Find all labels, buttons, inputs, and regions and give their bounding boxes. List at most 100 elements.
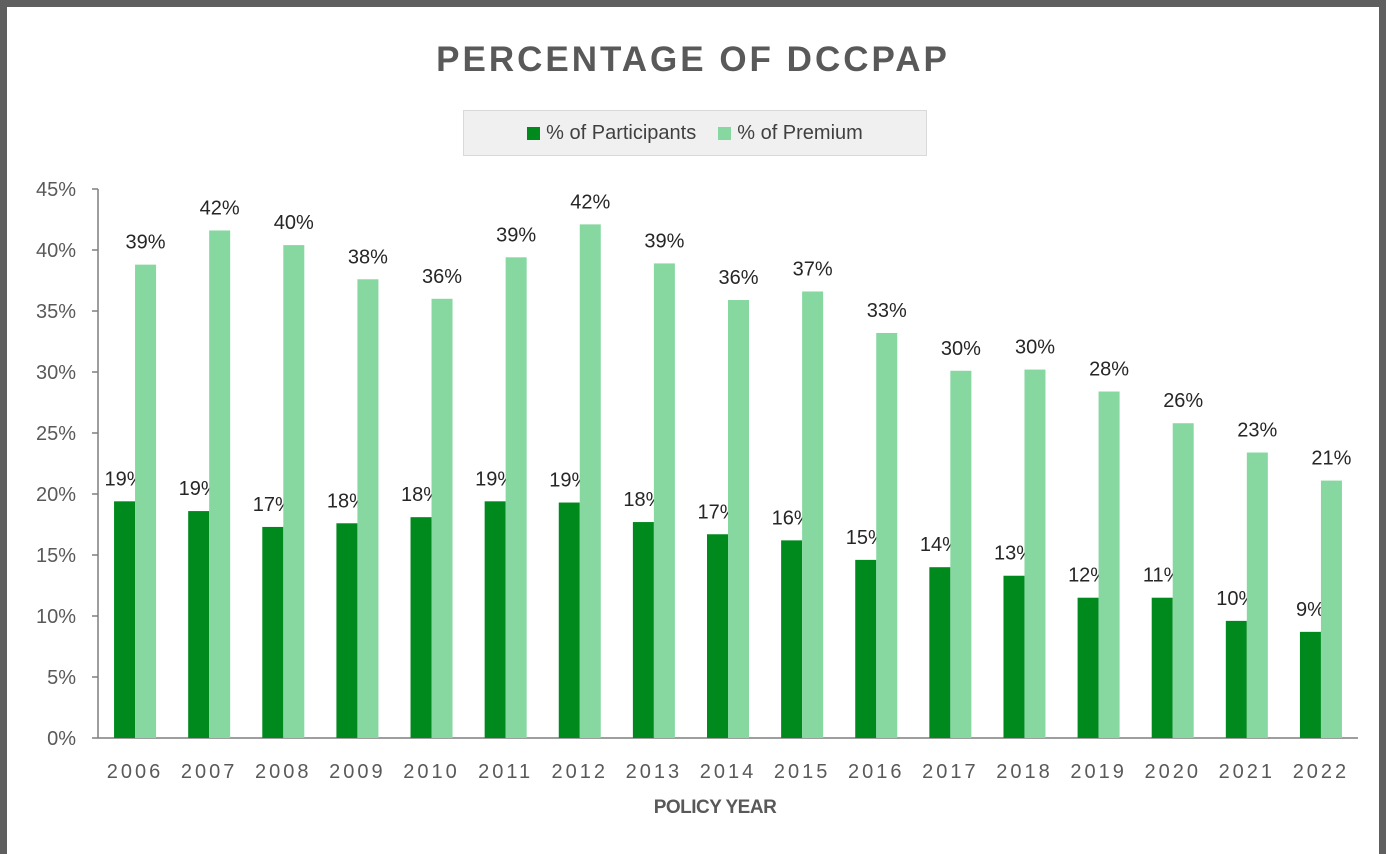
legend-label-participants: % of Participants [546,121,697,144]
bar-participants-2008 [262,526,284,738]
legend-swatch-premium [718,126,732,140]
data-label-participants-2022: 9% [1296,599,1325,621]
data-label-premium-2010: 36% [422,266,462,288]
y-tick-label: 5% [47,667,76,689]
bar-premium-2019 [1098,391,1120,738]
bar-premium-2012 [579,224,601,738]
data-label-premium-2021: 23% [1237,420,1277,442]
y-tick-label: 45% [36,179,76,201]
data-label-premium-2009: 38% [348,246,388,268]
data-label-premium-2016: 33% [867,300,907,322]
data-label-premium-2015: 37% [793,258,833,280]
bar-participants-2021 [1225,620,1247,738]
data-label-premium-2020: 26% [1163,390,1203,412]
bar-participants-2017 [929,567,951,738]
bar-participants-2018 [1003,575,1025,738]
bar-premium-2021 [1246,452,1268,738]
y-tick-label: 40% [36,240,76,262]
y-tick-label: 10% [36,606,76,628]
bar-participants-2019 [1077,597,1099,738]
data-label-premium-2018: 30% [1015,337,1055,359]
x-tick-label-2019: 2019 [1070,761,1127,783]
bar-premium-2013 [653,263,675,738]
bar-premium-2010 [431,298,453,738]
x-tick-label-2011: 2011 [478,761,533,783]
bar-participants-2022 [1299,631,1321,738]
bar-premium-2007 [209,230,231,739]
data-label-participants-2021: 10% [1216,588,1256,610]
x-tick-label-2008: 2008 [255,761,312,783]
x-tick-label-2014: 2014 [700,761,757,783]
x-tick-label-2012: 2012 [552,761,609,783]
data-label-participants-2008: 17% [253,494,293,516]
bar-participants-2016 [855,559,877,738]
data-label-participants-2017: 14% [920,534,960,556]
bar-premium-2022 [1320,480,1342,738]
data-label-participants-2011: 19% [475,468,515,490]
x-tick-label-2020: 2020 [1144,761,1201,783]
legend-item-participants: % of Participants [527,122,696,145]
x-axis-title: POLICY YEAR [653,797,777,818]
y-tick-label: 20% [36,484,76,506]
x-tick-label-2007: 2007 [181,761,238,783]
data-label-premium-2017: 30% [941,338,981,360]
data-label-premium-2013: 39% [644,230,684,252]
x-tick-label-2016: 2016 [848,761,905,783]
x-tick-label-2010: 2010 [403,761,460,783]
chart-title: PERCENTAGE OF DCCPAP [436,40,950,79]
bar-premium-2014 [728,300,749,738]
bar-participants-2014 [707,534,728,738]
y-tick-label: 15% [36,545,76,567]
data-label-premium-2006: 39% [126,232,166,254]
bar-participants-2013 [632,522,654,738]
data-label-participants-2013: 18% [623,489,663,511]
legend-swatch-participants [527,126,541,140]
bar-participants-2020 [1151,597,1173,738]
bar-participants-2011 [484,501,506,738]
data-label-participants-2016: 15% [846,527,886,549]
bar-premium-2008 [283,245,305,738]
bar-premium-2011 [505,257,527,738]
data-label-premium-2007: 42% [200,197,240,219]
bar-premium-2006 [135,264,157,738]
data-label-participants-2006: 19% [105,468,145,490]
data-label-premium-2008: 40% [274,212,314,234]
legend-item-premium: % of Premium [718,122,863,145]
legend-label-premium: % of Premium [737,121,863,144]
data-label-premium-2011: 39% [496,224,536,246]
legend: % of Participants % of Premium [463,110,927,156]
y-tick-label: 25% [36,423,76,445]
x-tick-label-2022: 2022 [1293,761,1350,783]
x-tick-label-2013: 2013 [626,761,683,783]
data-label-participants-2015: 16% [772,507,812,529]
data-label-premium-2019: 28% [1089,359,1129,381]
bar-participants-2006 [114,501,136,738]
bar-premium-2020 [1172,423,1194,738]
x-tick-label-2017: 2017 [922,761,979,783]
bar-premium-2016 [876,332,898,738]
data-label-participants-2019: 12% [1068,565,1108,587]
bar-premium-2015 [802,291,824,738]
data-label-participants-2007: 19% [179,478,219,500]
data-label-participants-2010: 18% [401,484,441,506]
y-tick-label: 35% [36,301,76,323]
bar-premium-2017 [950,370,972,738]
data-label-participants-2014: 17% [697,501,737,523]
x-tick-label-2009: 2009 [329,761,386,783]
data-label-premium-2012: 42% [570,191,610,213]
x-tick-label-2006: 2006 [107,761,164,783]
data-label-participants-2012: 19% [549,470,589,492]
bar-participants-2007 [188,511,210,738]
bar-participants-2010 [410,517,432,738]
x-tick-label-2018: 2018 [996,761,1053,783]
bar-premium-2018 [1024,369,1046,738]
y-tick-label: 0% [47,728,76,750]
data-label-premium-2014: 36% [718,267,758,289]
data-label-participants-2018: 13% [994,543,1034,565]
data-label-premium-2022: 21% [1311,448,1351,470]
bar-participants-2009 [336,523,358,738]
y-tick-label: 30% [36,362,76,384]
bar-participants-2012 [558,502,580,738]
x-tick-label-2015: 2015 [774,761,831,783]
